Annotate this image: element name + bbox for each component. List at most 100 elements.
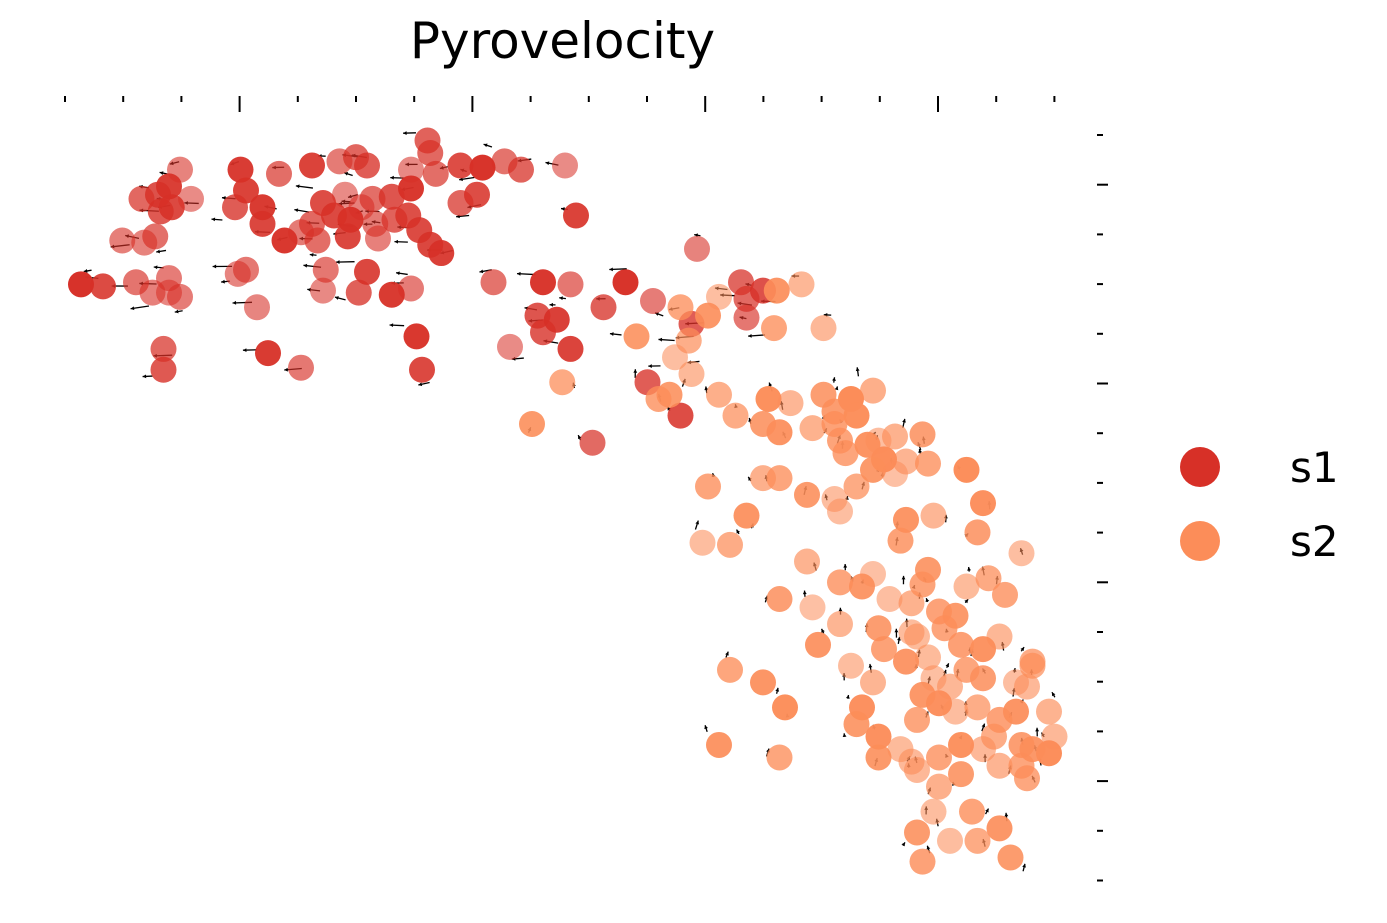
- scatter-point-s2: [997, 844, 1024, 871]
- velocity-arrowhead: [221, 196, 226, 200]
- scatter-point-s2: [662, 344, 688, 371]
- velocity-arrowhead: [396, 271, 400, 276]
- velocity-arrowhead: [845, 694, 850, 699]
- legend-item-s2: s2: [1180, 504, 1339, 578]
- scatter-point-s1: [271, 227, 298, 254]
- velocity-arrowhead: [142, 374, 147, 379]
- scatter-point-s2: [755, 385, 782, 412]
- velocity-arrowhead: [517, 271, 521, 276]
- velocity-arrowhead: [985, 808, 989, 813]
- scatter-point-s1: [131, 229, 158, 256]
- scatter-point-s2: [799, 594, 826, 621]
- scatter-point-s1: [590, 294, 617, 321]
- scatter-point-s2: [717, 656, 743, 683]
- velocity-arrowhead: [174, 309, 179, 314]
- scatter-point-s1: [255, 340, 281, 367]
- scatter-point-s2: [887, 527, 914, 554]
- scatter-point-s1: [345, 279, 372, 306]
- velocity-arrowhead: [211, 217, 216, 222]
- scatter-point-s2: [970, 490, 996, 517]
- scatter-point-s2: [964, 519, 991, 546]
- scatter-point-s2: [942, 698, 969, 725]
- scatter-point-s2: [827, 498, 853, 525]
- scatter-point-s2: [706, 381, 732, 408]
- velocity-arrowhead: [389, 323, 394, 328]
- scatter-point-s2: [904, 706, 930, 733]
- scatter-point-s2: [838, 652, 864, 679]
- scatter-point-s2: [920, 798, 947, 825]
- scatter-point-s1: [222, 194, 248, 221]
- y-axis-ticks: [1097, 134, 1108, 882]
- scatter-point-s2: [794, 481, 820, 508]
- scatter-point-s1: [288, 354, 314, 381]
- velocity-arrowhead: [394, 239, 399, 244]
- scatter-point-s2: [948, 761, 974, 788]
- scatter-point-s2: [623, 323, 650, 350]
- velocity-arrowhead: [559, 296, 563, 301]
- scatter-point-s2: [733, 502, 760, 529]
- scatter-point-s2: [1036, 698, 1062, 725]
- scatter-point-s2: [761, 315, 787, 342]
- scatter-point-s1: [557, 271, 584, 298]
- velocity-arrowhead: [561, 207, 565, 211]
- scatter-point-s2: [645, 385, 672, 412]
- scatter-point-s2: [763, 277, 790, 304]
- scatter-point-s2: [766, 744, 793, 771]
- velocity-arrowhead: [153, 265, 158, 270]
- scatter-point-s2: [937, 827, 963, 854]
- scatter-point-s2: [689, 529, 716, 556]
- scatter-point-s1: [304, 227, 331, 254]
- velocity-arrowhead: [945, 663, 950, 668]
- scatter-point-s2: [893, 648, 919, 675]
- x-axis-ticks: [64, 96, 1056, 112]
- scatter-point-s2: [706, 731, 732, 758]
- velocity-arrowhead: [1051, 692, 1056, 697]
- velocity-arrowhead: [609, 267, 613, 272]
- velocity-arrowhead: [294, 208, 299, 213]
- velocity-arrowhead: [842, 733, 847, 738]
- velocity-arrowhead: [284, 367, 288, 372]
- scatter-point-s2: [909, 848, 936, 875]
- scatter-point-s1: [557, 335, 584, 362]
- scatter-point-s2: [876, 586, 903, 613]
- velocity-arrowhead: [1004, 812, 1009, 817]
- scatter-point-s1: [312, 256, 339, 283]
- scatter-point-s2: [915, 644, 941, 671]
- scatter-point-s2: [882, 460, 908, 487]
- scatter-point-s2: [827, 611, 853, 638]
- legend-item-s1: s1: [1180, 430, 1339, 504]
- scatter-point-s2: [1041, 723, 1068, 750]
- velocity-arrowhead: [658, 337, 663, 342]
- scatter-point-s1: [90, 273, 116, 300]
- scatter-point-s2: [959, 798, 985, 825]
- velocity-arrowhead: [725, 651, 729, 656]
- velocity-arrowhead: [748, 333, 752, 338]
- velocity-arrowhead: [232, 300, 237, 305]
- scatter-point-s2: [832, 440, 859, 467]
- scatter-point-s2: [953, 573, 980, 600]
- velocity-arrowhead: [336, 260, 340, 264]
- velocity-arrowhead: [403, 131, 407, 136]
- scatter-point-s2: [860, 377, 886, 404]
- scatter-point-s1: [128, 185, 155, 212]
- velocity-arrowhead: [964, 599, 969, 604]
- legend-label-s1: s1: [1290, 442, 1339, 492]
- scatter-point-s1: [417, 140, 444, 167]
- velocity-arrowhead: [577, 435, 582, 440]
- scatter-point-s1: [365, 225, 391, 252]
- velocity-arrowhead: [843, 564, 848, 568]
- velocity-arrowhead: [894, 628, 899, 633]
- scatter-point-s2: [799, 415, 826, 442]
- velocity-arrowhead: [768, 382, 773, 387]
- scatter-point-s2: [695, 473, 721, 500]
- velocity-arrowhead: [1020, 647, 1025, 652]
- scatter-point-s2: [970, 736, 996, 763]
- scatter-point-s2: [860, 669, 886, 696]
- scatter-points: [68, 127, 1068, 875]
- velocity-arrowhead: [309, 252, 314, 257]
- scatter-point-s1: [733, 304, 760, 331]
- scatter-point-s2: [948, 731, 974, 758]
- velocity-arrowhead: [212, 264, 217, 269]
- scatter-point-s2: [717, 531, 743, 558]
- scatter-point-s1: [299, 152, 325, 179]
